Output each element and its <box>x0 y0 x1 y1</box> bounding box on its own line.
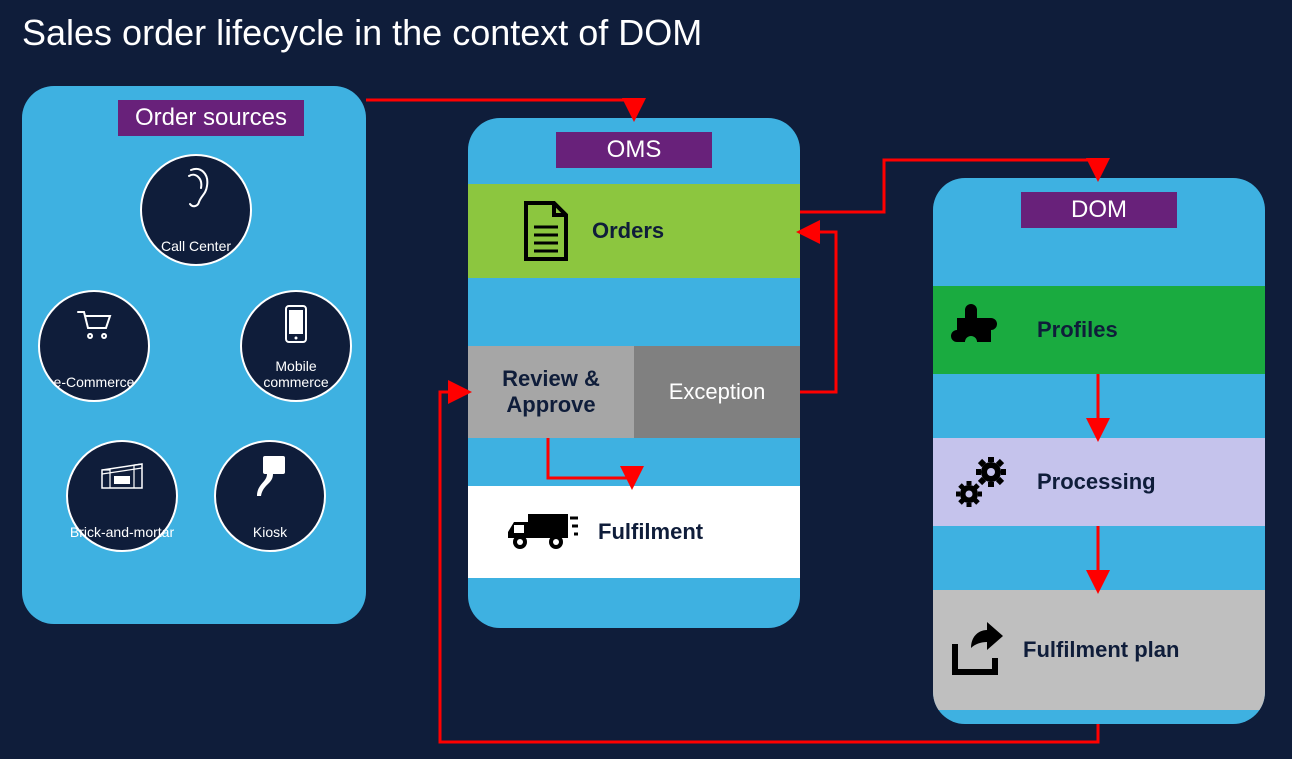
row-processing: Processing <box>933 438 1265 526</box>
document-icon <box>518 199 574 263</box>
row-exception: Exception <box>634 346 800 438</box>
mobile-icon <box>284 304 308 344</box>
truck-icon <box>504 508 580 556</box>
cart-icon <box>76 310 112 340</box>
arrow-src-to-oms <box>366 100 634 118</box>
row-label: Orders <box>592 218 664 244</box>
node-label: Kiosk <box>216 525 324 540</box>
row-label: Exception <box>669 379 766 405</box>
row-label: Processing <box>1037 469 1156 495</box>
row-label: Profiles <box>1037 317 1118 343</box>
row-profiles: Profiles <box>933 286 1265 374</box>
store-icon <box>98 460 146 490</box>
panel-oms: OMS Orders Review & Approve Exception Fu… <box>468 118 800 628</box>
node-call-center: Call Center <box>140 154 252 266</box>
row-label: Fulfilment plan <box>1023 637 1179 663</box>
node-label: Brick-and-mortar <box>68 525 176 540</box>
node-ecommerce: e-Commerce <box>38 290 150 402</box>
row-fulfilment: Fulfilment <box>468 486 800 578</box>
row-fulfilment-plan: Fulfilment plan <box>933 590 1265 710</box>
puzzle-icon <box>951 298 1015 362</box>
row-label: Fulfilment <box>598 519 703 545</box>
gears-icon <box>951 452 1015 512</box>
row-orders: Orders <box>468 184 800 278</box>
panel-dom: DOM Profiles Processing Fulfilment plan <box>933 178 1265 724</box>
header-order-sources: Order sources <box>118 100 304 136</box>
row-review-approve: Review & Approve <box>468 346 634 438</box>
node-label: Call Center <box>142 239 250 254</box>
share-icon <box>945 618 1009 682</box>
panel-order-sources: Order sources Call Center e-Commerce Mob… <box>22 86 366 624</box>
arrow-exc-to-orders <box>800 232 836 392</box>
node-kiosk: Kiosk <box>214 440 326 552</box>
page-title: Sales order lifecycle in the context of … <box>22 12 702 54</box>
header-dom: DOM <box>1021 192 1177 228</box>
row-label: Review & Approve <box>468 366 634 419</box>
kiosk-icon <box>253 454 287 498</box>
node-label: e-Commerce <box>40 375 148 390</box>
header-oms: OMS <box>556 132 712 168</box>
node-brick-and-mortar: Brick-and-mortar <box>66 440 178 552</box>
node-label: Mobile commerce <box>242 359 350 390</box>
node-mobile-commerce: Mobile commerce <box>240 290 352 402</box>
ear-icon <box>181 166 211 208</box>
